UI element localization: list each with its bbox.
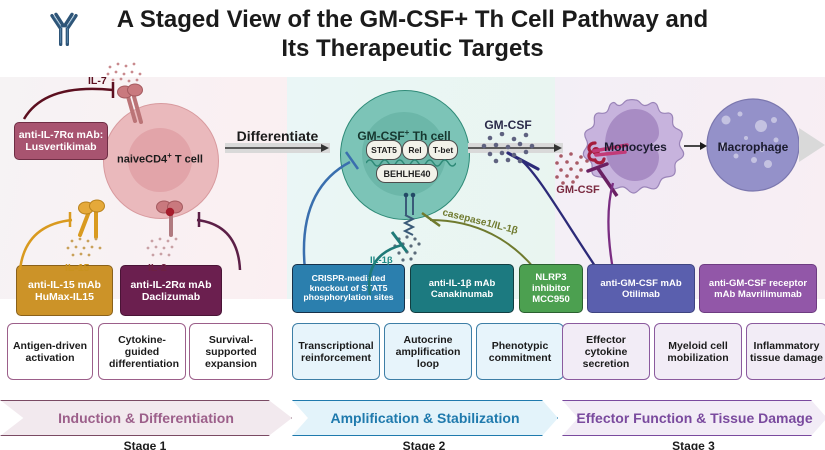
- svg-text:IL-15: IL-15: [65, 262, 90, 274]
- svg-text:IL-2: IL-2: [148, 262, 167, 274]
- svg-text:IL-1β: IL-1β: [370, 255, 393, 266]
- svg-text:IL-7: IL-7: [88, 75, 107, 87]
